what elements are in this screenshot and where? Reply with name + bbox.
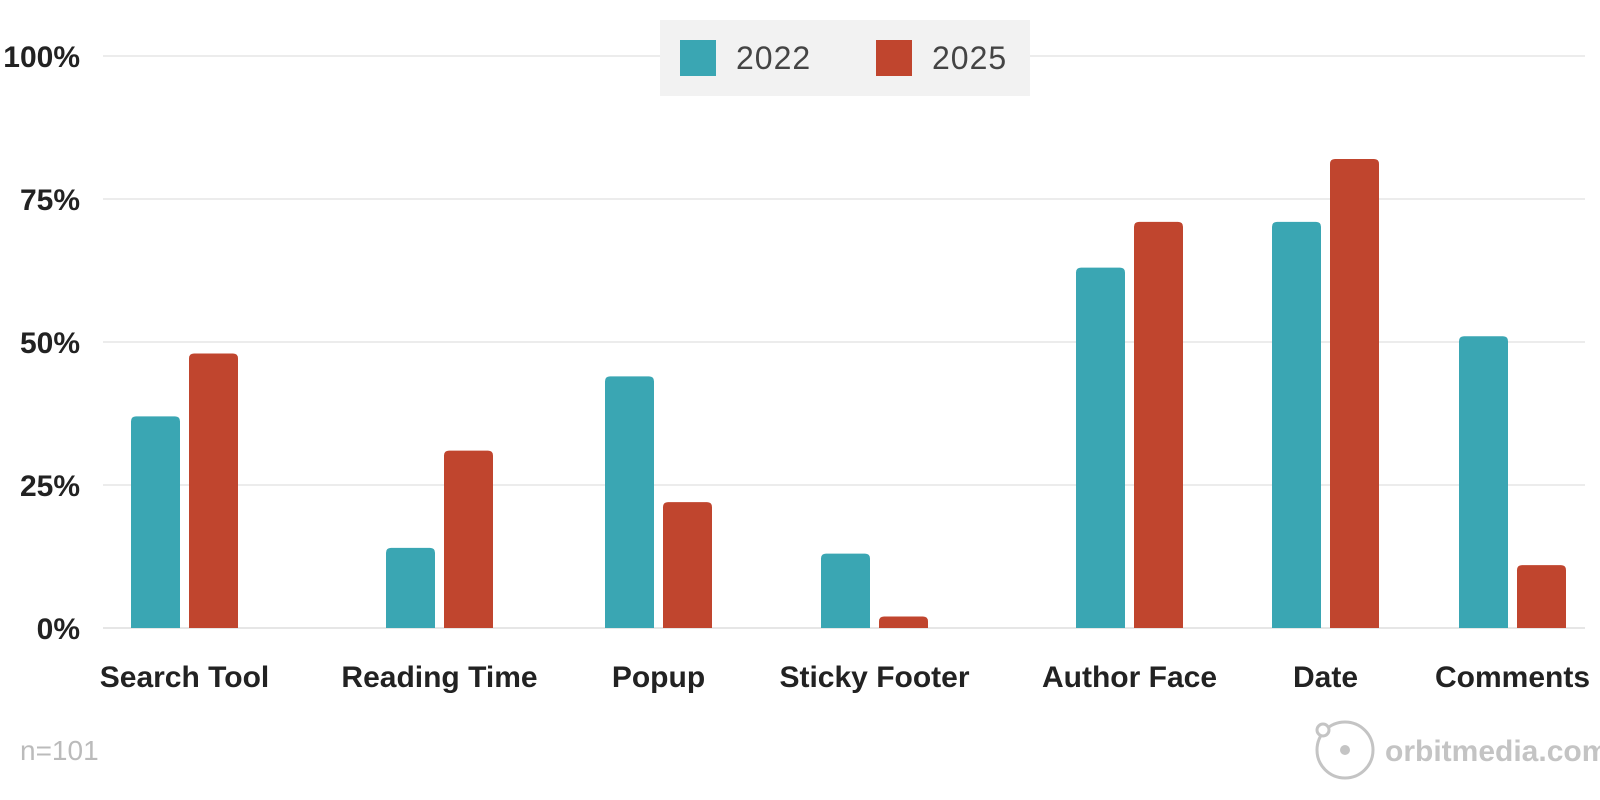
bar-2022-date — [1272, 221, 1321, 628]
x-tick-label: Comments — [1435, 661, 1590, 694]
legend-label-2022: 2022 — [736, 40, 811, 76]
bar-2025-date — [1330, 158, 1379, 628]
x-tick-label: Popup — [612, 661, 705, 694]
x-tick-label: Author Face — [1042, 661, 1217, 694]
y-tick-label: 75% — [20, 184, 80, 217]
legend-swatch-2022 — [680, 40, 716, 76]
x-axis-ticks: Search Tool Reading Time Popup Sticky Foote… — [100, 661, 1590, 694]
y-tick-label: 0% — [37, 613, 80, 646]
bars — [131, 158, 1566, 628]
bar-2025-sticky-footer — [879, 616, 928, 628]
legend-swatch-2025 — [876, 40, 912, 76]
brand-text: orbitmedia.com — [1385, 735, 1600, 768]
bar-2022-search-tool — [131, 416, 180, 628]
legend-label-2025: 2025 — [932, 40, 1007, 76]
x-tick-label: Sticky Footer — [779, 661, 969, 694]
x-tick-label: Date — [1293, 661, 1358, 694]
bar-2025-reading-time — [444, 450, 493, 628]
legend: 2022 2025 — [660, 20, 1030, 96]
y-tick-label: 50% — [20, 327, 80, 360]
bar-2022-comments — [1459, 336, 1508, 628]
bar-2022-reading-time — [386, 547, 435, 628]
y-tick-label: 100% — [3, 41, 80, 74]
bar-2025-comments — [1517, 565, 1566, 628]
bar-2025-author-face — [1134, 221, 1183, 628]
bar-2022-sticky-footer — [821, 553, 870, 628]
bar-2025-popup — [663, 502, 712, 628]
bar-2025-search-tool — [189, 353, 238, 628]
x-tick-label: Reading Time — [341, 661, 537, 694]
bar-2022-popup — [605, 376, 654, 628]
y-axis-ticks: 0% 25% 50% 75% 100% — [3, 41, 80, 646]
bar-2022-author-face — [1076, 267, 1125, 628]
y-tick-label: 25% — [20, 470, 80, 503]
sample-size-note: n=101 — [20, 735, 99, 766]
legend-background — [660, 20, 1030, 96]
x-tick-label: Search Tool — [100, 661, 269, 694]
orbit-logo-icon — [1315, 720, 1375, 780]
